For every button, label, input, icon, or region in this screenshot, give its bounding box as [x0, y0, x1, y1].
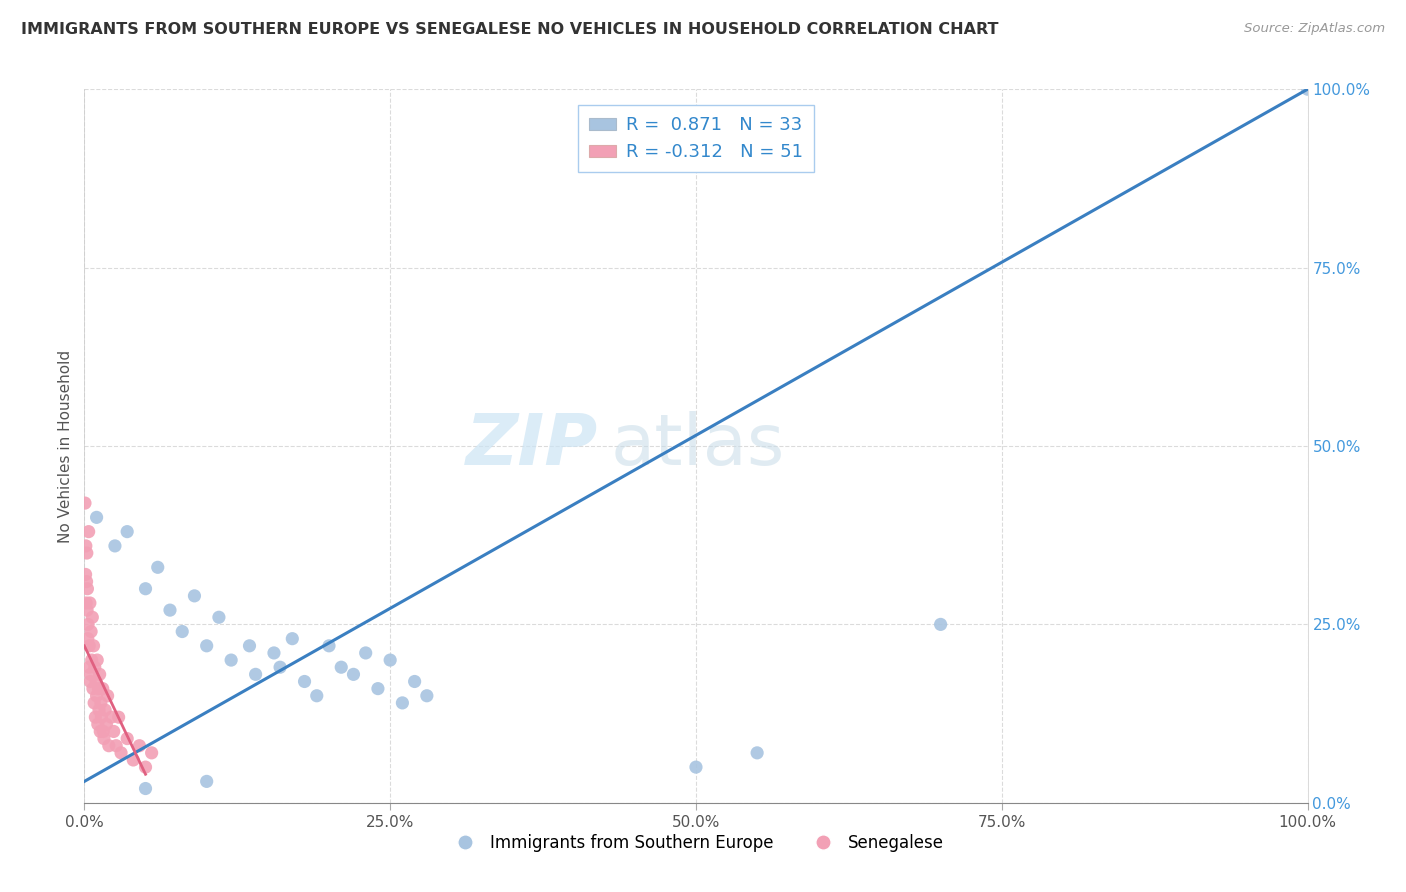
Point — [76, 574, 98, 589]
Point — [219, 653, 242, 667]
Point — [391, 696, 413, 710]
Point — [404, 674, 426, 689]
Point — [172, 624, 194, 639]
Point — [77, 617, 100, 632]
Point — [83, 639, 105, 653]
Point — [87, 681, 110, 696]
Point — [104, 539, 127, 553]
Point — [1296, 82, 1319, 96]
Point — [75, 567, 97, 582]
Point — [263, 646, 285, 660]
Point — [238, 639, 260, 653]
Point — [269, 660, 291, 674]
Point — [208, 610, 231, 624]
Point — [91, 681, 114, 696]
Point — [135, 582, 157, 596]
Point — [330, 660, 353, 674]
Point — [77, 524, 100, 539]
Point — [83, 660, 105, 674]
Point — [100, 710, 122, 724]
Point — [183, 589, 205, 603]
Point — [77, 660, 100, 674]
Point — [75, 596, 97, 610]
Point — [747, 746, 769, 760]
Point — [89, 667, 111, 681]
Point — [87, 717, 110, 731]
Point — [281, 632, 304, 646]
Point — [380, 653, 402, 667]
Point — [89, 724, 111, 739]
Point — [76, 546, 98, 560]
Point — [245, 667, 267, 681]
Point — [91, 724, 114, 739]
Point — [86, 689, 108, 703]
Legend: Immigrants from Southern Europe, Senegalese: Immigrants from Southern Europe, Senegal… — [441, 828, 950, 859]
Point — [135, 760, 157, 774]
Point — [367, 681, 389, 696]
Point — [83, 696, 105, 710]
Point — [86, 510, 108, 524]
Point — [79, 667, 101, 681]
Point — [73, 496, 96, 510]
Point — [107, 710, 129, 724]
Point — [96, 717, 118, 731]
Point — [94, 703, 117, 717]
Point — [146, 560, 169, 574]
Point — [84, 674, 107, 689]
Point — [77, 639, 100, 653]
Point — [87, 703, 110, 717]
Point — [294, 674, 316, 689]
Point — [305, 689, 328, 703]
Point — [115, 524, 138, 539]
Point — [76, 582, 98, 596]
Point — [318, 639, 340, 653]
Point — [90, 696, 112, 710]
Text: Source: ZipAtlas.com: Source: ZipAtlas.com — [1244, 22, 1385, 36]
Point — [416, 689, 439, 703]
Point — [75, 539, 97, 553]
Point — [195, 774, 218, 789]
Y-axis label: No Vehicles in Household: No Vehicles in Household — [58, 350, 73, 542]
Text: atlas: atlas — [610, 411, 785, 481]
Point — [195, 639, 218, 653]
Point — [342, 667, 364, 681]
Point — [115, 731, 138, 746]
Point — [79, 674, 101, 689]
Point — [90, 710, 112, 724]
Point — [82, 610, 104, 624]
Text: IMMIGRANTS FROM SOUTHERN EUROPE VS SENEGALESE NO VEHICLES IN HOUSEHOLD CORRELATI: IMMIGRANTS FROM SOUTHERN EUROPE VS SENEG… — [21, 22, 998, 37]
Point — [76, 632, 98, 646]
Point — [80, 624, 103, 639]
Point — [76, 603, 98, 617]
Point — [110, 746, 132, 760]
Point — [135, 781, 157, 796]
Point — [141, 746, 163, 760]
Point — [685, 760, 707, 774]
Point — [103, 724, 125, 739]
Point — [97, 739, 120, 753]
Point — [86, 653, 108, 667]
Text: ZIP: ZIP — [465, 411, 598, 481]
Point — [128, 739, 150, 753]
Point — [354, 646, 377, 660]
Point — [105, 739, 128, 753]
Point — [93, 731, 115, 746]
Point — [84, 710, 107, 724]
Point — [82, 681, 104, 696]
Point — [929, 617, 952, 632]
Point — [80, 653, 103, 667]
Point — [79, 596, 101, 610]
Point — [159, 603, 181, 617]
Point — [122, 753, 145, 767]
Point — [97, 689, 120, 703]
